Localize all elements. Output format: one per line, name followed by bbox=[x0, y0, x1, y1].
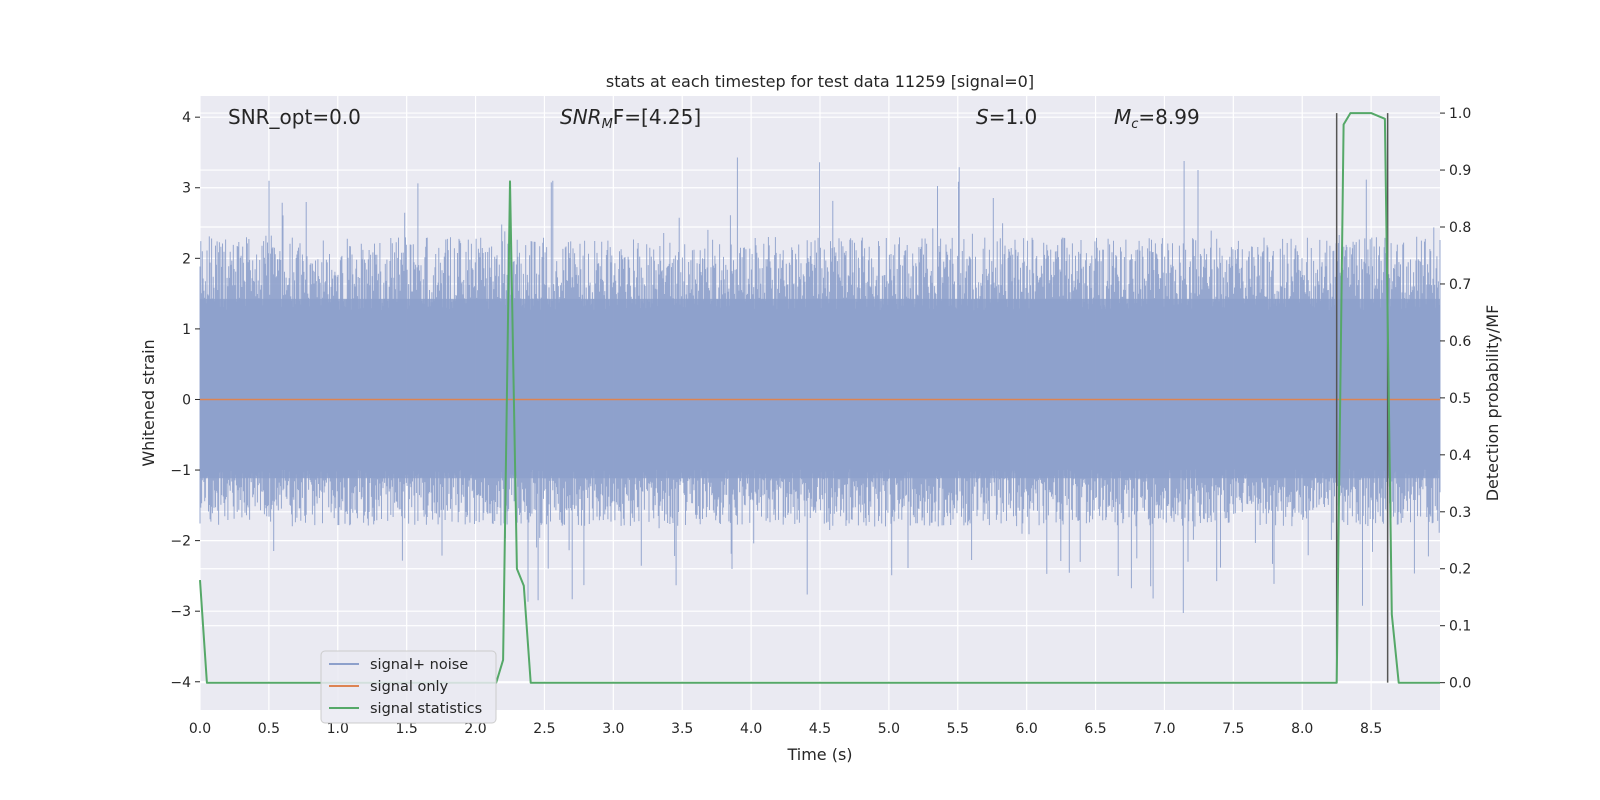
left-tick-label: 0 bbox=[182, 392, 191, 408]
x-tick-label: 6.5 bbox=[1084, 721, 1106, 737]
x-tick-label: 8.0 bbox=[1291, 721, 1313, 737]
snr-mf-sub: M bbox=[602, 117, 613, 132]
s-annotation: S=1.0 bbox=[976, 105, 1037, 129]
x-tick-label: 7.5 bbox=[1222, 721, 1244, 737]
x-axis-ticks: 0.0 0.5 1.0 1.5 2.0 2.5 3.0 3.5 4.0 4.5 5.0 5.5 6.0 6… bbox=[189, 721, 1382, 737]
x-tick-label: 5.5 bbox=[947, 721, 969, 737]
right-tick-label: 0.2 bbox=[1449, 562, 1471, 578]
x-tick-label: 0.0 bbox=[189, 721, 211, 737]
mc-sub: c bbox=[1131, 117, 1138, 132]
mc-annotation: Mc=8.99 bbox=[1114, 105, 1200, 132]
right-tick-label: 0.6 bbox=[1449, 334, 1471, 350]
x-tick-label: 1.0 bbox=[327, 721, 349, 737]
x-tick-label: 4.0 bbox=[740, 721, 762, 737]
snr-mf-rest: F=[4.25] bbox=[613, 105, 701, 129]
right-tick-label: 0.1 bbox=[1449, 619, 1471, 635]
left-tick-label: −1 bbox=[170, 463, 191, 479]
right-tick-label: 0.0 bbox=[1449, 676, 1471, 692]
x-tick-label: 8.5 bbox=[1360, 721, 1382, 737]
left-y-axis-label: Whitened strain bbox=[139, 339, 158, 466]
x-tick-label: 1.5 bbox=[396, 721, 418, 737]
right-tick-label: 0.8 bbox=[1449, 220, 1471, 236]
left-tick-label: −3 bbox=[170, 604, 191, 620]
chart-title: stats at each timestep for test data 112… bbox=[606, 72, 1034, 91]
x-tick-label: 0.5 bbox=[258, 721, 280, 737]
x-tick-label: 2.5 bbox=[533, 721, 555, 737]
left-tick-label: −4 bbox=[170, 675, 191, 691]
right-tick-label: 0.7 bbox=[1449, 277, 1471, 293]
x-tick-label: 3.5 bbox=[671, 721, 693, 737]
legend-label-signal-noise: signal+ noise bbox=[370, 657, 468, 673]
right-tick-label: 0.5 bbox=[1449, 391, 1471, 407]
noise-trace bbox=[199, 157, 1441, 613]
left-y-axis-ticks: 4 3 2 1 0 −1 −2 −3 −4 bbox=[170, 110, 200, 691]
legend-label-signal-only: signal only bbox=[370, 679, 449, 695]
x-tick-label: 6.0 bbox=[1016, 721, 1038, 737]
legend-label-signal-statistics: signal statistics bbox=[370, 701, 482, 717]
signal-noise-series bbox=[199, 157, 1441, 613]
right-tick-label: 1.0 bbox=[1449, 106, 1471, 122]
left-tick-label: 3 bbox=[182, 181, 191, 197]
x-tick-label: 5.0 bbox=[878, 721, 900, 737]
x-tick-label: 2.0 bbox=[464, 721, 486, 737]
left-tick-label: 2 bbox=[182, 251, 191, 267]
legend-box bbox=[320, 650, 497, 724]
x-tick-label: 7.0 bbox=[1153, 721, 1175, 737]
x-axis-label: Time (s) bbox=[786, 745, 852, 764]
x-tick-label: 3.0 bbox=[602, 721, 624, 737]
left-tick-label: 4 bbox=[182, 110, 191, 126]
mc-main: M bbox=[1114, 105, 1131, 129]
right-y-axis-ticks: 1.0 0.9 0.8 0.7 0.6 0.5 0.4 0.3 0.2 0.1 0.0 bbox=[1440, 106, 1471, 692]
s-main: S bbox=[976, 105, 989, 129]
snr-mf-main: SNR bbox=[560, 105, 602, 129]
legend: signal+ noise signal only signal statist… bbox=[320, 650, 497, 724]
left-tick-label: 1 bbox=[182, 322, 191, 338]
snr-mf-annotation: SNRMF=[4.25] bbox=[560, 105, 701, 132]
s-rest: =1.0 bbox=[989, 105, 1038, 129]
right-y-axis-label: Detection probability/MF bbox=[1483, 305, 1502, 502]
right-tick-label: 0.3 bbox=[1449, 505, 1471, 521]
right-tick-label: 0.4 bbox=[1449, 448, 1471, 464]
x-tick-label: 4.5 bbox=[809, 721, 831, 737]
left-tick-label: −2 bbox=[170, 534, 191, 550]
detection-marker-lines bbox=[1335, 113, 1389, 683]
mc-rest: =8.99 bbox=[1138, 105, 1199, 129]
right-tick-label: 0.9 bbox=[1449, 163, 1471, 179]
snr-opt-annotation: SNR_opt=0.0 bbox=[228, 105, 361, 129]
